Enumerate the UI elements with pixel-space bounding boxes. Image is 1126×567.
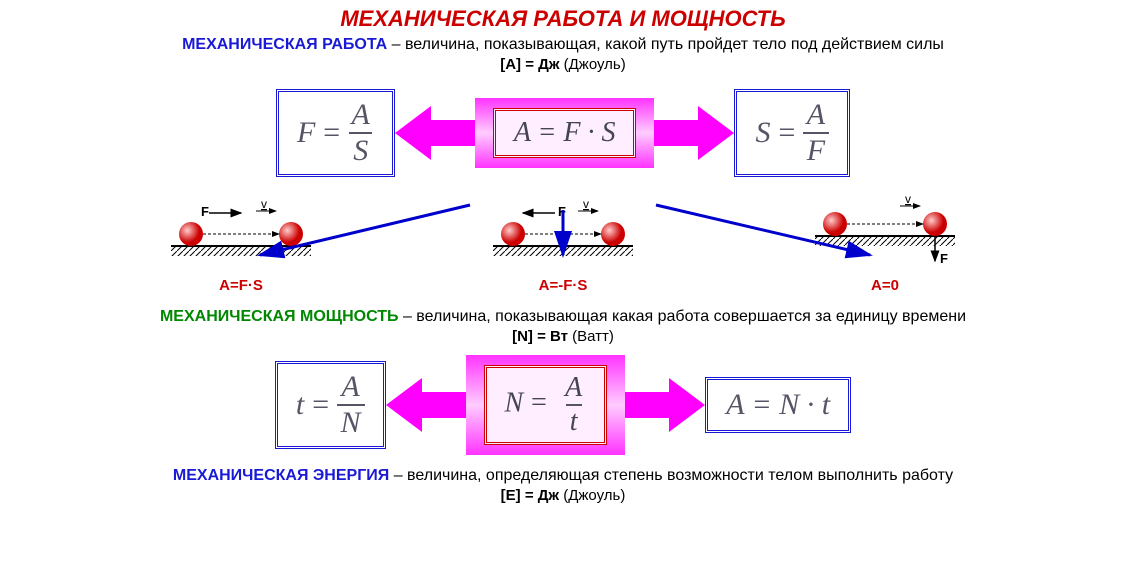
arrow-left-icon: [395, 106, 475, 160]
power-formula-center-wrap: N= At: [466, 355, 626, 455]
svg-text:F: F: [940, 251, 948, 266]
formula-den: S: [349, 132, 372, 166]
diagram-1: F v A=F·S: [141, 191, 341, 294]
power-formula-row: t= AN N= At A = N · t: [0, 355, 1126, 455]
formula-lhs: F: [297, 116, 315, 150]
work-formula-center-wrap: A = F · S: [475, 98, 655, 168]
power-unit-prefix: [N] = Вт: [512, 328, 572, 345]
power-unit: [N] = Вт (Ватт): [0, 326, 1126, 345]
diagram-2: F v A=-F·S: [463, 191, 663, 294]
formula-lhs: N: [505, 387, 524, 418]
formula-num: A: [561, 374, 586, 404]
svg-text:v: v: [905, 192, 911, 206]
power-term: МЕХАНИЧЕСКАЯ МОЩНОСТЬ: [160, 308, 399, 325]
power-formula-left: t= AN: [275, 361, 386, 449]
power-unit-paren: (Ватт): [572, 328, 614, 345]
formula-num: A: [803, 100, 829, 132]
work-desc: – величина, показывающая, какой путь про…: [387, 36, 944, 53]
formula-num: A: [337, 372, 363, 404]
formula-den: t: [566, 404, 582, 436]
svg-text:v: v: [261, 197, 267, 211]
energy-unit-prefix: [Е] = Дж: [501, 487, 564, 504]
formula-text: A = N · t: [726, 388, 830, 422]
power-formula-right: A = N · t: [705, 377, 851, 433]
arrow-right-icon: [625, 378, 705, 432]
formula-den: F: [803, 132, 829, 166]
diagram-label: A=-F·S: [539, 277, 588, 294]
svg-text:v: v: [583, 197, 589, 211]
power-formula-center: N= At: [484, 365, 608, 445]
diagram-3: v F A=0: [785, 191, 985, 294]
energy-term: МЕХАНИЧЕСКАЯ ЭНЕРГИЯ: [173, 467, 389, 484]
page-title: МЕХАНИЧЕСКАЯ РАБОТА И МОЩНОСТЬ: [0, 0, 1126, 32]
work-formula-left: F= AS: [276, 89, 395, 177]
work-term: МЕХАНИЧЕСКАЯ РАБОТА: [182, 36, 387, 53]
arrow-right-icon: [654, 106, 734, 160]
formula-lhs: t: [296, 388, 304, 422]
energy-unit: [Е] = Дж (Джоуль): [0, 485, 1126, 504]
energy-definition: МЕХАНИЧЕСКАЯ ЭНЕРГИЯ – величина, определ…: [0, 463, 1126, 485]
diagram-label: A=F·S: [219, 277, 263, 294]
formula-num: A: [348, 100, 374, 132]
work-unit: [А] = Дж (Джоуль): [0, 54, 1126, 73]
work-diagrams: F v A=F·S F v A=-F·S v: [0, 191, 1126, 294]
work-unit-prefix: [А] = Дж: [500, 56, 563, 73]
diagram-label: A=0: [871, 277, 899, 294]
formula-den: N: [337, 404, 365, 438]
energy-desc: – величина, определяющая степень возможн…: [389, 467, 953, 484]
work-formula-right: S= AF: [734, 89, 850, 177]
power-definition: МЕХАНИЧЕСКАЯ МОЩНОСТЬ – величина, показы…: [0, 304, 1126, 326]
svg-text:F: F: [558, 204, 566, 219]
work-formula-center: A = F · S: [493, 108, 637, 158]
work-formula-row: F= AS A = F · S S= AF: [0, 83, 1126, 183]
svg-text:F: F: [201, 204, 209, 219]
formula-lhs: S: [755, 116, 770, 150]
arrow-left-icon: [386, 378, 466, 432]
work-definition: МЕХАНИЧЕСКАЯ РАБОТА – величина, показыва…: [0, 32, 1126, 54]
formula-text: A = F · S: [514, 117, 616, 148]
energy-unit-paren: (Джоуль): [563, 487, 625, 504]
power-desc: – величина, показывающая какая работа со…: [399, 308, 967, 325]
work-unit-paren: (Джоуль): [564, 56, 626, 73]
